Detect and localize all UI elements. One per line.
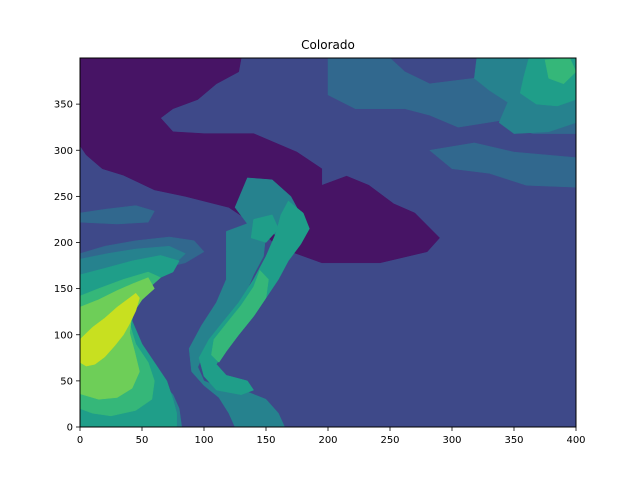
contour-region-level-3: [188, 221, 285, 427]
x-tick-label: 300: [442, 435, 461, 446]
y-tick-label: 50: [60, 376, 73, 387]
contour-region-level-5: [211, 269, 269, 363]
y-tick-label: 150: [54, 284, 73, 295]
contour-region-level-4: [250, 214, 279, 243]
y-tick-label: 250: [54, 192, 73, 203]
x-tick-label: 200: [318, 435, 337, 446]
x-tick-label: 350: [504, 435, 523, 446]
x-tick-label: 250: [380, 435, 399, 446]
contour-layer: [80, 58, 576, 427]
y-tick-label: 200: [54, 238, 73, 249]
x-tick-label: 50: [136, 435, 149, 446]
y-tick-label: 300: [54, 146, 73, 157]
contour-region-level-0: [80, 58, 440, 264]
x-tick-label: 0: [77, 435, 83, 446]
x-tick-label: 150: [256, 435, 275, 446]
chart-title: Colorado: [301, 38, 355, 52]
x-tick-label: 100: [194, 435, 213, 446]
y-tick-label: 350: [54, 100, 73, 111]
y-tick-label: 0: [67, 423, 73, 434]
contour-region-level-7: [80, 292, 140, 367]
contour-region-level-2: [429, 142, 576, 188]
y-axis: 0 50 100 150 200 250 300 350: [54, 100, 80, 434]
x-tick-label: 400: [566, 435, 585, 446]
x-axis: 0 50 100 150 200 250 300 350 400: [77, 427, 586, 446]
contour-region-level-2: [80, 205, 155, 225]
y-tick-label: 100: [54, 330, 73, 341]
